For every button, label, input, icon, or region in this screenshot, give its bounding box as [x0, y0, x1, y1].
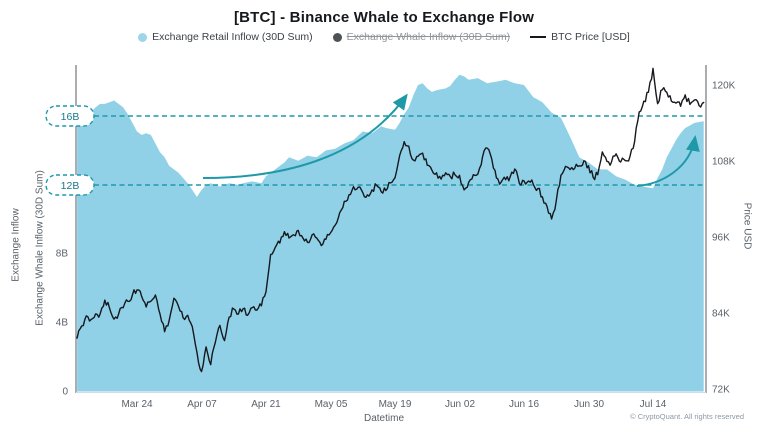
trend-arrow-up-july-icon: [636, 135, 700, 187]
x-tick-jun-16: Jun 16: [508, 399, 540, 410]
legend-label-btc-price: BTC Price [USD]: [551, 31, 630, 43]
label-bubble-12b: [45, 174, 95, 196]
right-tick-96K: 96K: [712, 232, 730, 244]
left-tick-4B: 4B: [55, 317, 68, 329]
legend-label-whale-inflow: Exchange Whale Inflow (30D Sum): [346, 31, 511, 43]
right-tick-120K: 120K: [712, 80, 736, 92]
whale-inflow-swatch-icon: [332, 32, 342, 42]
label-12b: 12B: [61, 180, 80, 192]
legend-item-btc-price[interactable]: BTC Price [USD]: [530, 31, 630, 43]
label-bubble-16b: [45, 105, 95, 127]
x-axis-title: Datetime: [363, 413, 404, 424]
right-tick-84K: 84K: [712, 308, 730, 320]
trend-arrow-up-may-icon: [202, 93, 408, 179]
legend-label-retail-inflow: Exchange Retail Inflow (30D Sum): [152, 31, 313, 43]
chart-title: [BTC] - Binance Whale to Exchange Flow: [233, 9, 535, 26]
label-16b: 16B: [61, 111, 80, 123]
left-tick-0: 0: [62, 386, 68, 398]
watermark: © CryptoQuant. All rights reserved: [630, 412, 744, 421]
legend: Exchange Retail Inflow (30D Sum) Exchang…: [0, 31, 768, 43]
legend-item-whale-inflow[interactable]: Exchange Whale Inflow (30D Sum): [332, 31, 511, 43]
right-tick-108K: 108K: [712, 156, 736, 168]
right-tick-72K: 72K: [712, 384, 730, 396]
x-tick-jun-02: Jun 02: [444, 399, 476, 410]
retail-inflow-area-series: [77, 74, 704, 392]
left-axis-title-whale-inflow: Exchange Whale Inflow (30D Sum): [34, 170, 46, 326]
btc-price-line-series: [76, 67, 705, 373]
x-tick-mar-24: Mar 24: [121, 399, 153, 410]
x-tick-jul-14: Jul 14: [639, 399, 667, 410]
left-tick-8B: 8B: [55, 248, 68, 260]
x-tick-jun-30: Jun 30: [573, 399, 605, 410]
x-tick-apr-21: Apr 21: [251, 399, 281, 410]
x-tick-may-19: May 19: [378, 399, 412, 410]
x-tick-apr-07: Apr 07: [187, 399, 217, 410]
btc-price-swatch-icon: [530, 36, 547, 38]
x-tick-may-05: May 05: [314, 399, 348, 410]
left-axis-title-exchange-inflow: Exchange Inflow: [10, 208, 22, 282]
retail-inflow-swatch-icon: [138, 32, 148, 42]
legend-item-retail-inflow[interactable]: Exchange Retail Inflow (30D Sum): [138, 31, 313, 43]
right-axis-title-price-usd: Price USD: [741, 202, 753, 250]
